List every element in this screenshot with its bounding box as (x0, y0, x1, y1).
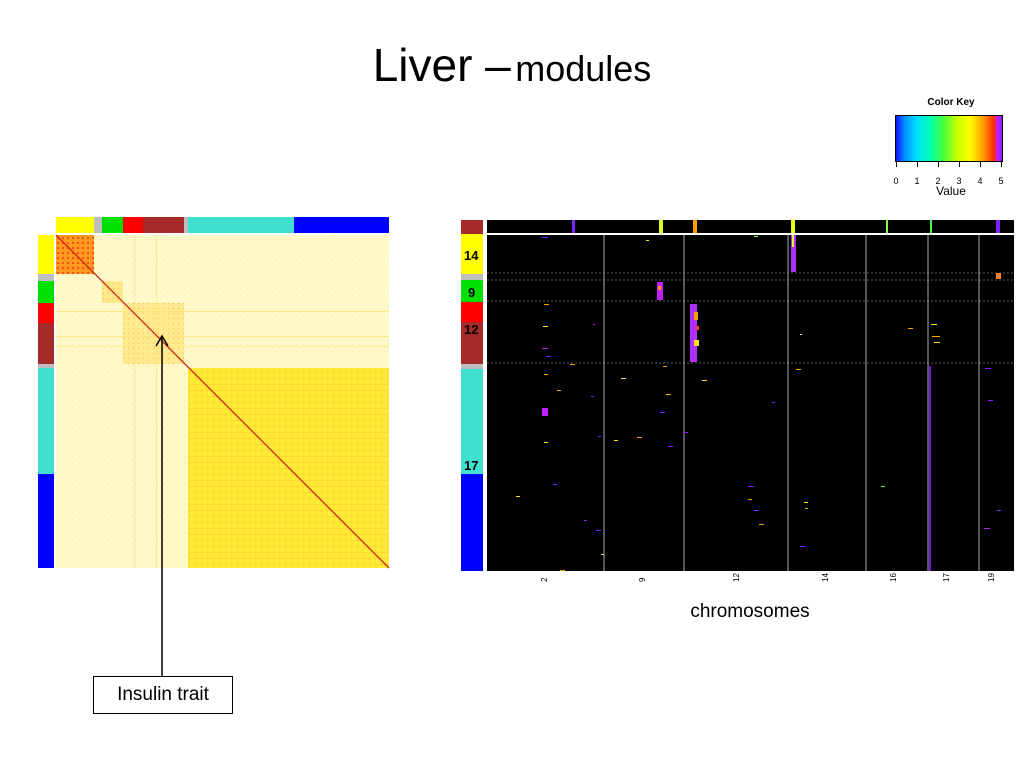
heatmap-matrix (487, 220, 1014, 571)
title-main: Liver – (372, 39, 511, 91)
color-key-label: 5 (998, 176, 1004, 186)
module-strip-green (102, 217, 123, 233)
module-strip-red (123, 217, 143, 233)
color-key-title: Color Key (927, 97, 975, 108)
row-strip-blue (461, 474, 483, 571)
hotspot-chr14-module14 (791, 235, 796, 272)
chromosomes-axis-label: chromosomes (690, 601, 810, 622)
module-heatmap (38, 217, 390, 569)
color-key-value-label: Value (936, 184, 966, 198)
row-label-14: 14 (464, 248, 479, 263)
row-strip-brown (461, 322, 483, 364)
row-label-12: 12 (464, 322, 478, 337)
color-key-label: 4 (977, 176, 983, 186)
color-key-tick (959, 162, 960, 167)
module-strip-blue (38, 474, 54, 568)
module-strip-yellow (56, 217, 94, 233)
scatter-marks (516, 236, 1001, 571)
chromosome-tick-16: 16 (889, 573, 898, 582)
color-key-gradient (895, 115, 1003, 162)
row-strip-yellow (461, 234, 483, 274)
module-strip-turquoise (188, 217, 294, 233)
color-key-label: 2 (935, 176, 941, 186)
chromosome-tick-17: 17 (942, 573, 951, 582)
chromosome-tick-9: 9 (638, 577, 647, 582)
row-strip-green (461, 280, 483, 302)
summary-mark (996, 220, 1000, 233)
summary-mark (791, 220, 795, 233)
color-key-label: 3 (956, 176, 962, 186)
module-strip-brown (38, 323, 54, 364)
module-strip-grey (184, 217, 188, 233)
hotspot-chr9-module9 (657, 282, 663, 300)
color-key-tick (1001, 162, 1002, 167)
color-key-tick (980, 162, 981, 167)
color-key-label: 1 (914, 176, 920, 186)
module-strip-brown (143, 217, 184, 233)
module-strip-turquoise (38, 368, 54, 474)
module-strip-grey (38, 364, 54, 368)
row-strip-grey (461, 274, 483, 280)
module-strip-blue (294, 217, 389, 233)
title-sub: modules (515, 48, 652, 89)
color-key-tick (938, 162, 939, 167)
summary-separator (487, 233, 1014, 235)
module-strip-red (38, 303, 54, 323)
chromosome-heatmap: 14 9 12 17 (461, 220, 1014, 582)
chromosome-tick-19: 19 (987, 573, 996, 582)
hotspot-chr17-turquoise (929, 366, 931, 571)
heatmap-diagonal (55, 234, 390, 569)
color-key-tick (896, 162, 897, 167)
chromosome-tick-2: 2 (540, 577, 549, 582)
row-strip-grey (461, 364, 483, 369)
module-block-red-brown (123, 303, 184, 364)
color-key-tick (917, 162, 918, 167)
module-strip-green (38, 281, 54, 303)
module-strip-grey (38, 274, 54, 281)
row-strip-red (461, 302, 483, 322)
module-strip-yellow (38, 235, 54, 274)
slide-title: Liver – modules (0, 38, 1024, 92)
hotspot-chr12-module12 (690, 304, 697, 362)
color-key-label: 0 (893, 176, 899, 186)
summary-mark (572, 220, 575, 233)
insulin-arrow (155, 334, 169, 677)
summary-mark (659, 220, 663, 233)
row-strip-brown (461, 220, 483, 234)
summary-mark (930, 220, 932, 233)
summary-mark (886, 220, 888, 233)
insulin-trait-label: Insulin trait (93, 676, 233, 714)
module-strip-grey (94, 217, 102, 233)
chromosome-tick-14: 14 (821, 573, 830, 582)
row-label-17: 17 (464, 458, 478, 473)
row-label-9: 9 (468, 285, 475, 300)
chromosome-tick-12: 12 (732, 573, 741, 582)
row-strip-turquoise (461, 369, 483, 474)
summary-mark (693, 220, 697, 233)
